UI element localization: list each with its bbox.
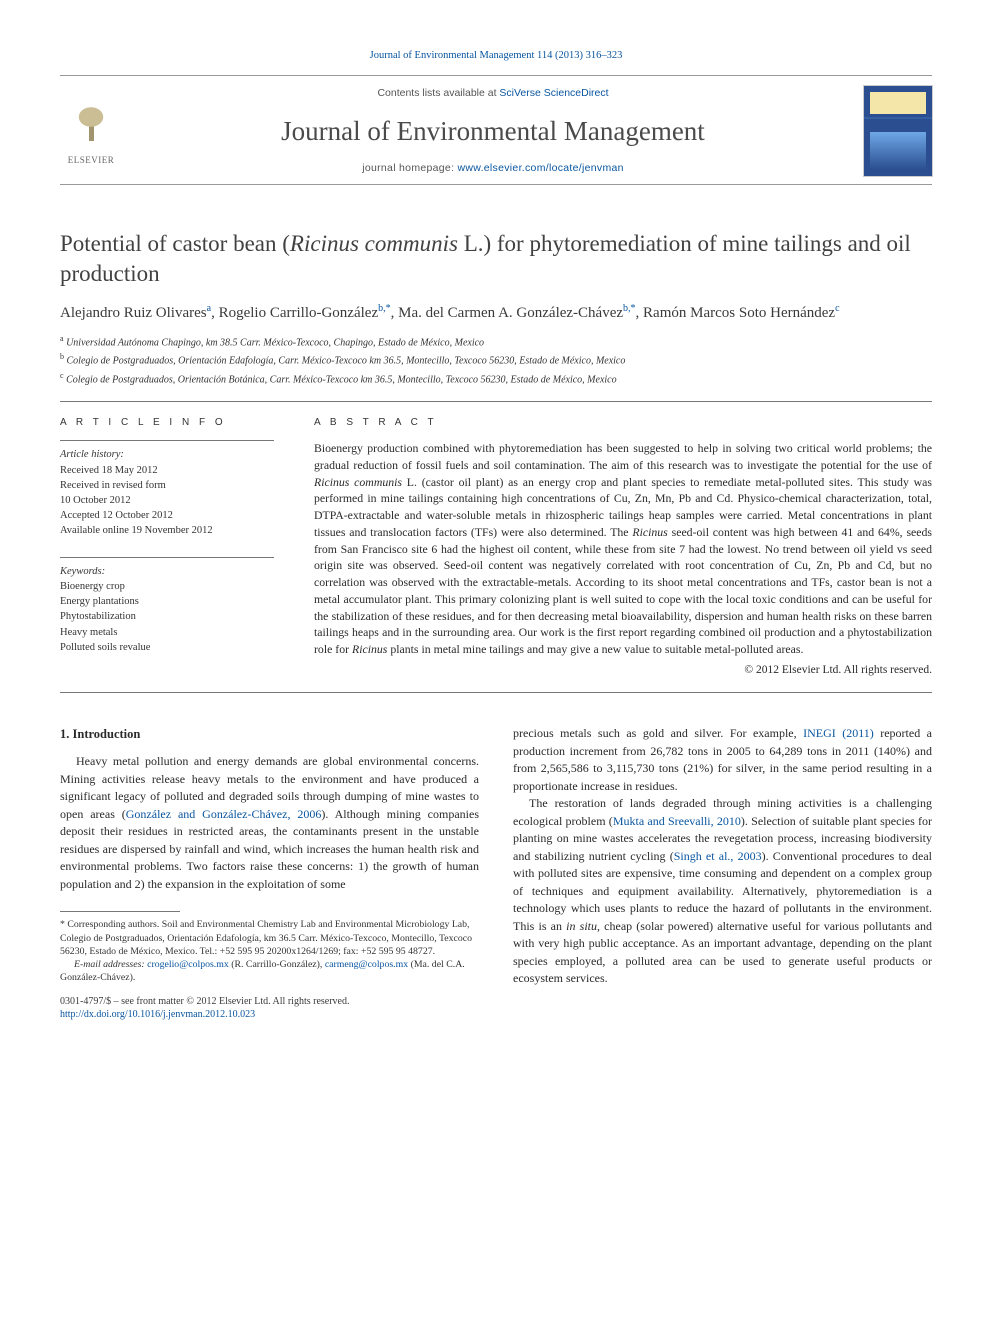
history-line: Available online 19 November 2012: [60, 523, 274, 538]
section-heading: 1. Introduction: [60, 725, 479, 743]
paper-page: Journal of Environmental Management 114 …: [0, 0, 992, 1062]
history-line: 10 October 2012: [60, 493, 274, 508]
history-label: Article history:: [60, 447, 274, 462]
affil-text: Universidad Autónoma Chapingo, km 38.5 C…: [66, 337, 484, 348]
author-sup: a: [207, 303, 211, 314]
info-abstract-row: A R T I C L E I N F O Article history: R…: [60, 416, 932, 678]
affil: a Universidad Autónoma Chapingo, km 38.5…: [60, 333, 932, 350]
header-center: Contents lists available at SciVerse Sci…: [140, 86, 846, 176]
paragraph: Heavy metal pollution and energy demands…: [60, 753, 479, 893]
affil: b Colegio de Postgraduados, Orientación …: [60, 351, 932, 368]
author-sup: b,*: [623, 303, 636, 314]
citation-link[interactable]: INEGI (2011): [803, 726, 874, 740]
keyword: Phytostabilization: [60, 609, 274, 624]
abstract-heading: A B S T R A C T: [314, 416, 932, 430]
doi-link[interactable]: http://dx.doi.org/10.1016/j.jenvman.2012…: [60, 1009, 255, 1020]
citation-line: Journal of Environmental Management 114 …: [60, 48, 932, 63]
article-title: Potential of castor bean (Ricinus commun…: [60, 229, 932, 288]
copyright-block: 0301-4797/$ – see front matter © 2012 El…: [60, 995, 479, 1022]
homepage-prefix: journal homepage:: [362, 162, 457, 174]
keyword: Bioenergy crop: [60, 579, 274, 594]
affil: c Colegio de Postgraduados, Orientación …: [60, 370, 932, 387]
footnote-rule: [60, 911, 180, 912]
section-rule: [60, 692, 932, 693]
author: Rogelio Carrillo-Gonzálezb,*: [219, 305, 391, 321]
abstract: A B S T R A C T Bioenergy production com…: [314, 416, 932, 678]
history-line: Received 18 May 2012: [60, 463, 274, 478]
citation-link[interactable]: Singh et al., 2003: [674, 849, 762, 863]
p-seg: precious metals such as gold and silver.…: [513, 726, 803, 740]
abstract-seg: Bioenergy production combined with phyto…: [314, 441, 932, 472]
abstract-text: Bioenergy production combined with phyto…: [314, 440, 932, 658]
journal-header: ELSEVIER Contents lists available at Sci…: [60, 75, 932, 185]
elsevier-tree-icon: [67, 102, 115, 152]
keyword: Polluted soils revalue: [60, 640, 274, 655]
journal-cover-thumb: [864, 86, 932, 176]
abstract-ital: Ricinus: [632, 525, 667, 539]
front-matter: 0301-4797/$ – see front matter © 2012 El…: [60, 995, 479, 1009]
abstract-ital: Ricinus communis: [314, 475, 402, 489]
affil-sup: a: [60, 334, 64, 343]
paragraph: The restoration of lands degraded throug…: [513, 795, 932, 988]
email-name: (R. Carrillo-González),: [231, 959, 322, 970]
affil-sup: c: [60, 371, 64, 380]
affil-text: Colegio de Postgraduados, Orientación Ed…: [67, 356, 626, 367]
abstract-ital: Ricinus: [352, 642, 387, 656]
section-rule: [60, 401, 932, 402]
authors-line: Alejandro Ruiz Olivaresa, Rogelio Carril…: [60, 302, 932, 325]
article-info: A R T I C L E I N F O Article history: R…: [60, 416, 274, 678]
citation-link[interactable]: González and González-Chávez, 2006: [126, 807, 322, 821]
elsevier-logo: ELSEVIER: [60, 95, 122, 167]
article-history: Article history: Received 18 May 2012 Re…: [60, 440, 274, 538]
author-name: Ramón Marcos Soto Hernández: [643, 305, 835, 321]
affil-text: Colegio de Postgraduados, Orientación Bo…: [66, 374, 617, 385]
author: Ramón Marcos Soto Hernándezc: [643, 305, 840, 321]
affil-sup: b: [60, 352, 64, 361]
citation-link[interactable]: Mukta and Sreevalli, 2010: [613, 814, 741, 828]
email-label: E-mail addresses:: [74, 959, 145, 970]
author: Ma. del Carmen A. González-Chávezb,*: [398, 305, 635, 321]
keywords-block: Keywords: Bioenergy crop Energy plantati…: [60, 557, 274, 655]
body-col-left: 1. Introduction Heavy metal pollution an…: [60, 725, 479, 1021]
body-col-right: precious metals such as gold and silver.…: [513, 725, 932, 1021]
author-sup: c: [835, 303, 839, 314]
italic-term: in situ: [566, 919, 597, 933]
email-link[interactable]: carmeng@colpos.mx: [325, 959, 408, 970]
title-species: Ricinus communis: [290, 231, 458, 256]
avail-line: Contents lists available at SciVerse Sci…: [140, 86, 846, 101]
homepage-link[interactable]: www.elsevier.com/locate/jenvman: [458, 162, 624, 174]
corr-text: * Corresponding authors. Soil and Enviro…: [60, 919, 472, 956]
avail-prefix: Contents lists available at: [377, 87, 499, 99]
journal-name: Journal of Environmental Management: [140, 112, 846, 151]
author-name: Rogelio Carrillo-González: [219, 305, 379, 321]
paragraph: precious metals such as gold and silver.…: [513, 725, 932, 795]
corresponding-footnote: * Corresponding authors. Soil and Enviro…: [60, 918, 479, 984]
elsevier-label: ELSEVIER: [68, 154, 115, 167]
keyword: Energy plantations: [60, 594, 274, 609]
history-line: Received in revised form: [60, 478, 274, 493]
keywords-label: Keywords:: [60, 564, 274, 579]
author: Alejandro Ruiz Olivaresa: [60, 305, 211, 321]
title-pre: Potential of castor bean (: [60, 231, 290, 256]
history-line: Accepted 12 October 2012: [60, 508, 274, 523]
article-info-heading: A R T I C L E I N F O: [60, 416, 274, 431]
homepage-line: journal homepage: www.elsevier.com/locat…: [140, 161, 846, 176]
email-link[interactable]: crogelio@colpos.mx: [147, 959, 229, 970]
abstract-seg: plants in metal mine tailings and may gi…: [387, 642, 803, 656]
affiliations: a Universidad Autónoma Chapingo, km 38.5…: [60, 333, 932, 387]
abstract-copyright: © 2012 Elsevier Ltd. All rights reserved…: [314, 662, 932, 678]
author-name: Alejandro Ruiz Olivares: [60, 305, 207, 321]
abstract-seg: seed-oil content was high between 41 and…: [314, 525, 932, 656]
body-columns: 1. Introduction Heavy metal pollution an…: [60, 725, 932, 1021]
sciencedirect-link[interactable]: SciVerse ScienceDirect: [499, 87, 608, 99]
author-sup: b,*: [378, 303, 391, 314]
keyword: Heavy metals: [60, 625, 274, 640]
author-name: Ma. del Carmen A. González-Chávez: [398, 305, 623, 321]
